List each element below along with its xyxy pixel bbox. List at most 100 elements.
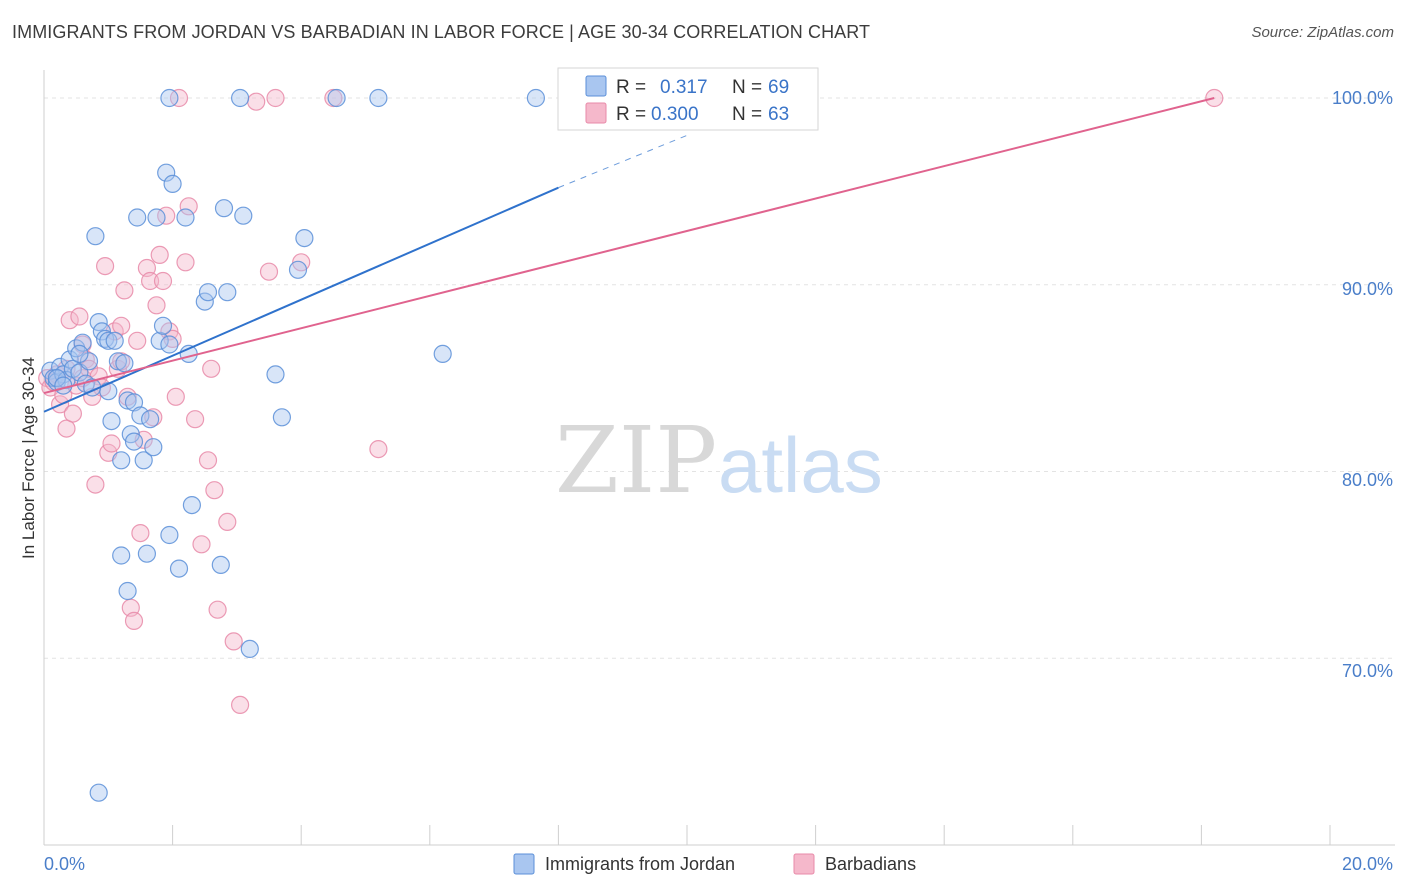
legend-n-label-1: N = xyxy=(732,77,762,98)
point-jordan-40 xyxy=(157,163,176,182)
x-tick-label-min: 0.0% xyxy=(44,854,85,874)
legend-n-label-2: N = xyxy=(732,104,762,125)
point-barbadian-18 xyxy=(95,257,115,276)
point-jordan-57 xyxy=(272,408,291,427)
point-barbadian-54 xyxy=(266,88,285,108)
point-barbadian-49 xyxy=(218,512,237,532)
point-jordan-34 xyxy=(137,544,156,563)
point-jordan-29 xyxy=(124,393,144,412)
stats-legend: R = 0.317 N = 69 R = 0.300 N = 63 xyxy=(557,67,819,131)
y-axis-label: In Labor Force | Age 30-34 xyxy=(19,357,38,559)
point-jordan-52 xyxy=(218,283,237,302)
point-jordan-53 xyxy=(231,88,250,108)
legend-item-barbadian-swatch xyxy=(793,853,815,875)
point-jordan-68 xyxy=(70,344,89,363)
point-jordan-37 xyxy=(147,208,166,227)
point-jordan-24 xyxy=(112,546,131,565)
point-barbadian-58 xyxy=(1205,88,1224,108)
point-jordan-42 xyxy=(160,335,179,354)
point-jordan-47 xyxy=(182,496,201,515)
point-jordan-45 xyxy=(176,208,195,227)
point-barbadian-7 xyxy=(60,311,79,330)
point-jordan-33 xyxy=(134,451,153,470)
point-barbadian-13 xyxy=(79,359,99,378)
point-jordan-26 xyxy=(118,391,137,410)
point-barbadian-51 xyxy=(231,695,250,715)
point-jordan-49 xyxy=(198,283,218,302)
point-barbadian-10 xyxy=(70,307,89,326)
point-jordan-50 xyxy=(211,555,230,575)
trendline-jordan-extension xyxy=(558,134,688,189)
point-jordan-56 xyxy=(266,365,285,384)
point-barbadian-41 xyxy=(176,253,195,272)
point-jordan-55 xyxy=(240,639,259,659)
point-barbadian-44 xyxy=(192,535,211,554)
trendline-jordan xyxy=(43,186,559,413)
point-jordan-12 xyxy=(79,352,99,371)
point-jordan-58 xyxy=(288,260,308,279)
point-jordan-36 xyxy=(144,438,163,457)
point-jordan-65 xyxy=(160,88,179,108)
y-tick-label-80: 80.0% xyxy=(1342,470,1393,490)
watermark: ZIP atlas xyxy=(555,407,883,514)
point-jordan-59 xyxy=(295,229,314,248)
point-jordan-27 xyxy=(118,581,137,601)
chart-title: IMMIGRANTS FROM JORDAN VS BARBADIAN IN L… xyxy=(12,22,871,42)
point-barbadian-57 xyxy=(369,440,388,459)
point-jordan-54 xyxy=(234,206,253,225)
point-jordan-44 xyxy=(169,559,189,578)
legend-r-label-1: R = xyxy=(616,77,646,98)
legend-swatch-barbadian xyxy=(585,102,607,124)
legend-r-value-2: 0.300 xyxy=(651,104,699,125)
legend-n-value-2: 63 xyxy=(768,104,789,125)
point-jordan-41 xyxy=(160,525,179,545)
point-jordan-60 xyxy=(327,88,346,108)
point-barbadian-40 xyxy=(166,387,185,406)
point-barbadian-43 xyxy=(186,410,205,429)
point-barbadian-45 xyxy=(198,451,218,470)
point-jordan-62 xyxy=(433,344,452,363)
legend-n-value-1: 69 xyxy=(768,77,789,98)
point-barbadian-42 xyxy=(179,197,198,216)
y-tick-label-70: 70.0% xyxy=(1342,661,1393,681)
point-jordan-23 xyxy=(112,451,131,470)
axes-layer xyxy=(43,70,1395,846)
point-barbadian-23 xyxy=(112,316,131,335)
point-jordan-14 xyxy=(86,227,105,246)
point-jordan-32 xyxy=(131,406,150,425)
points-layer xyxy=(38,88,1224,802)
point-barbadian-6 xyxy=(57,419,76,438)
series-legend: Immigrants from Jordan Barbadians xyxy=(513,853,916,875)
point-jordan-25 xyxy=(115,354,134,373)
point-jordan-67 xyxy=(54,376,73,395)
point-jordan-10 xyxy=(73,333,92,352)
point-jordan-51 xyxy=(214,199,234,218)
legend-item-barbadian: Barbadians xyxy=(825,854,916,874)
point-jordan-21 xyxy=(105,331,124,350)
point-barbadian-53 xyxy=(259,262,279,281)
legend-swatch-jordan xyxy=(585,75,607,97)
point-barbadian-35 xyxy=(150,245,169,264)
point-jordan-31 xyxy=(128,208,147,227)
point-barbadian-28 xyxy=(128,331,147,350)
point-jordan-64 xyxy=(89,783,108,802)
y-tick-label-100: 100.0% xyxy=(1332,88,1393,108)
legend-r-value-1: 0.317 xyxy=(660,77,708,98)
point-barbadian-8 xyxy=(63,404,83,423)
trendline-barbadian xyxy=(43,97,1215,395)
point-jordan-38 xyxy=(150,331,169,350)
point-jordan-61 xyxy=(369,88,388,108)
y-tick-label-90: 90.0% xyxy=(1342,279,1393,299)
point-jordan-43 xyxy=(163,174,182,193)
point-jordan-39 xyxy=(153,316,173,335)
point-barbadian-20 xyxy=(102,434,121,453)
point-jordan-35 xyxy=(141,410,160,429)
trend-layer xyxy=(43,97,1215,413)
legend-r-label-2: R = xyxy=(616,104,646,125)
point-barbadian-29 xyxy=(131,523,150,543)
grid-layer xyxy=(44,97,1395,659)
point-barbadian-24 xyxy=(115,281,134,300)
watermark-zip: ZIP xyxy=(555,407,717,514)
point-jordan-20 xyxy=(102,412,121,431)
